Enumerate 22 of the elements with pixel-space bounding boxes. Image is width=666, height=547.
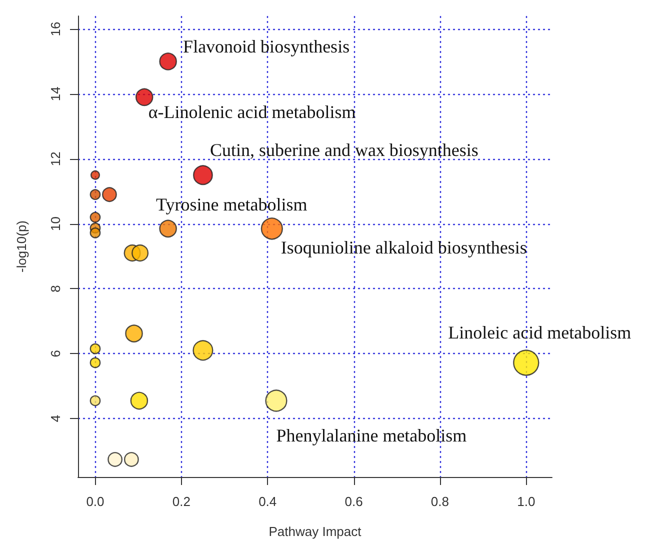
- y-tick-label: 6: [48, 350, 63, 358]
- x-tick-label: 0.0: [86, 494, 104, 509]
- y-tick-label: 10: [48, 216, 63, 232]
- annotation: Tyrosine metabolism: [156, 194, 308, 215]
- annotation: Cutin, suberine and wax biosynthesis: [210, 140, 478, 160]
- x-tick-label: 0.2: [172, 494, 190, 509]
- y-tick-label: 8: [48, 285, 63, 292]
- x-tick-label: 0.8: [430, 494, 450, 509]
- annotation: Flavonoid biosynthesis: [183, 36, 350, 56]
- x-tick-label: 1.0: [517, 494, 536, 509]
- annotation: α-Linolenic acid metabolism: [148, 102, 356, 122]
- y-tick-label: 16: [48, 22, 63, 36]
- annotation: Linoleic acid metabolism: [448, 322, 632, 343]
- x-tick-label: 0.6: [344, 494, 363, 509]
- annotation: Isoqunioline alkaloid biosynthesis: [280, 238, 527, 258]
- y-tick-label: 4: [48, 414, 63, 422]
- y-tick-label: 14: [48, 86, 63, 102]
- y-tick-label: 12: [48, 152, 63, 166]
- x-tick-label: 0.4: [258, 494, 277, 509]
- x-axis-title: Pathway Impact: [268, 524, 362, 539]
- annotation: Phenylalanine metabolism: [276, 426, 467, 446]
- y-axis-title: -log10(p): [14, 220, 29, 273]
